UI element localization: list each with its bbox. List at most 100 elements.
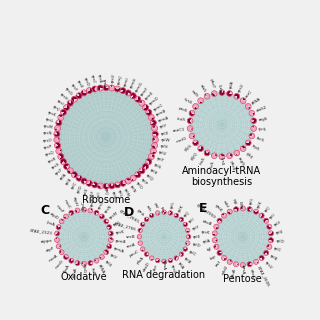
Text: ETAE_2323: ETAE_2323 bbox=[30, 228, 53, 235]
Wedge shape bbox=[150, 148, 156, 154]
Text: tgl: tgl bbox=[206, 246, 213, 252]
Text: C: C bbox=[41, 204, 50, 217]
Wedge shape bbox=[75, 208, 80, 213]
Wedge shape bbox=[125, 179, 131, 184]
Text: D: D bbox=[124, 206, 134, 219]
Text: thrS: thrS bbox=[256, 136, 265, 143]
Text: fop: fop bbox=[209, 254, 217, 261]
Wedge shape bbox=[187, 235, 189, 238]
Wedge shape bbox=[268, 231, 274, 236]
Wedge shape bbox=[139, 168, 142, 171]
Wedge shape bbox=[247, 262, 252, 267]
Wedge shape bbox=[229, 153, 232, 157]
Wedge shape bbox=[253, 259, 259, 264]
Wedge shape bbox=[81, 90, 87, 96]
Wedge shape bbox=[100, 214, 102, 216]
Wedge shape bbox=[60, 158, 67, 164]
Wedge shape bbox=[227, 211, 231, 214]
Wedge shape bbox=[156, 259, 160, 263]
Text: fbsA: fbsA bbox=[162, 261, 166, 270]
Wedge shape bbox=[144, 252, 149, 256]
Text: Aminoacyl-tRNA
biosynthesis: Aminoacyl-tRNA biosynthesis bbox=[182, 166, 261, 187]
Wedge shape bbox=[86, 180, 89, 184]
Wedge shape bbox=[62, 162, 65, 165]
Wedge shape bbox=[148, 114, 154, 121]
Text: rpsA: rpsA bbox=[104, 78, 108, 87]
Wedge shape bbox=[100, 255, 104, 260]
Wedge shape bbox=[241, 146, 246, 148]
Wedge shape bbox=[187, 235, 191, 239]
Text: hisS: hisS bbox=[199, 156, 206, 166]
Text: rpsN: rpsN bbox=[42, 131, 52, 136]
Text: deoC: deoC bbox=[249, 268, 255, 279]
Wedge shape bbox=[186, 228, 190, 232]
Wedge shape bbox=[140, 229, 142, 233]
Text: rplY: rplY bbox=[159, 124, 168, 130]
Text: rplI: rplI bbox=[269, 213, 276, 220]
Text: rpsP: rpsP bbox=[90, 197, 96, 207]
Wedge shape bbox=[268, 238, 274, 243]
Wedge shape bbox=[108, 231, 113, 236]
Wedge shape bbox=[215, 227, 219, 229]
Wedge shape bbox=[264, 253, 267, 255]
Text: rplP: rplP bbox=[140, 177, 148, 186]
Wedge shape bbox=[146, 158, 152, 165]
Wedge shape bbox=[110, 85, 113, 88]
Text: rpmA: rpmA bbox=[157, 116, 170, 123]
Text: ETAE_2665: ETAE_2665 bbox=[118, 209, 140, 224]
Wedge shape bbox=[138, 242, 140, 243]
Wedge shape bbox=[88, 208, 93, 213]
Text: trpS: trpS bbox=[251, 144, 260, 152]
Wedge shape bbox=[151, 258, 153, 260]
Wedge shape bbox=[58, 114, 63, 117]
Wedge shape bbox=[234, 209, 237, 212]
Wedge shape bbox=[147, 253, 149, 255]
Wedge shape bbox=[250, 209, 252, 212]
Wedge shape bbox=[60, 112, 63, 115]
Wedge shape bbox=[249, 110, 254, 116]
Wedge shape bbox=[106, 219, 109, 222]
Wedge shape bbox=[198, 146, 201, 149]
Wedge shape bbox=[204, 93, 207, 96]
Wedge shape bbox=[59, 149, 62, 152]
Wedge shape bbox=[92, 182, 95, 185]
Wedge shape bbox=[212, 233, 216, 236]
Wedge shape bbox=[71, 172, 77, 178]
Text: rpmB: rpmB bbox=[155, 109, 167, 117]
Wedge shape bbox=[82, 261, 84, 264]
Wedge shape bbox=[164, 211, 166, 214]
Wedge shape bbox=[215, 244, 219, 249]
Wedge shape bbox=[150, 121, 153, 124]
Wedge shape bbox=[189, 133, 195, 139]
Wedge shape bbox=[125, 90, 131, 96]
Text: rplL: rplL bbox=[117, 189, 122, 198]
Text: rplA: rplA bbox=[202, 239, 211, 244]
Text: RNA degradation: RNA degradation bbox=[123, 270, 205, 280]
Wedge shape bbox=[179, 252, 184, 256]
Wedge shape bbox=[153, 137, 158, 143]
Wedge shape bbox=[260, 213, 264, 218]
Text: rplK: rplK bbox=[256, 200, 264, 209]
Wedge shape bbox=[54, 128, 58, 131]
Wedge shape bbox=[58, 153, 64, 160]
Text: glyQ: glyQ bbox=[190, 151, 199, 161]
Wedge shape bbox=[69, 210, 74, 215]
Text: rho: rho bbox=[153, 264, 158, 272]
Wedge shape bbox=[108, 238, 113, 243]
Wedge shape bbox=[86, 88, 92, 94]
Wedge shape bbox=[183, 222, 188, 227]
Wedge shape bbox=[162, 210, 166, 214]
Wedge shape bbox=[63, 255, 68, 260]
Wedge shape bbox=[128, 93, 131, 96]
Text: rpsB: rpsB bbox=[97, 74, 102, 83]
Text: rplK: rplK bbox=[110, 191, 115, 199]
Wedge shape bbox=[162, 259, 164, 261]
Wedge shape bbox=[259, 213, 262, 217]
Wedge shape bbox=[95, 87, 98, 92]
Wedge shape bbox=[250, 263, 252, 264]
Wedge shape bbox=[152, 137, 155, 141]
Wedge shape bbox=[92, 182, 98, 188]
Wedge shape bbox=[151, 154, 155, 158]
Wedge shape bbox=[214, 244, 216, 249]
Wedge shape bbox=[67, 100, 73, 106]
